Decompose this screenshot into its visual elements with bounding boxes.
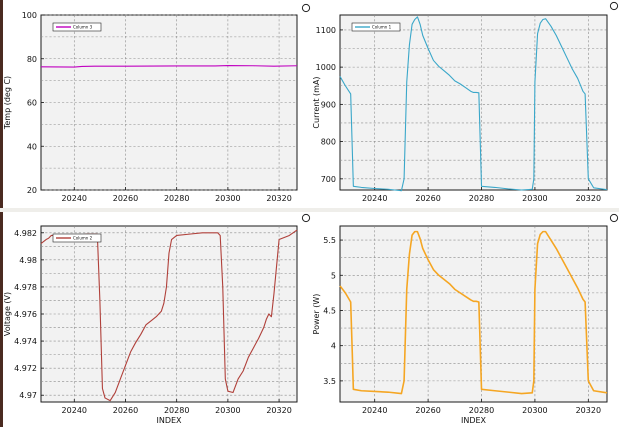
current-y-tick-label: 900: [321, 100, 336, 109]
panel-divider: [0, 208, 619, 212]
temp-x-tick-label: 20320: [266, 194, 291, 203]
temp-y-tick-label: 80: [27, 55, 37, 64]
voltage-y-tick-label: 4.974: [14, 337, 37, 346]
temp-chart: 20 40 60 80 100 20240 20260 20280 20300 20320 Temp…: [3, 3, 311, 203]
current-y-axis-title: Current (mA): [312, 76, 321, 128]
voltage-y-tick-label: 4.972: [14, 364, 37, 373]
power-y-tick-label: 5.5: [323, 236, 336, 245]
temp-y-tick-label: 20: [27, 186, 37, 195]
current-x-tick-label: 20240: [362, 194, 387, 203]
power-chart: 3.5 4 4.5 5 5.5 20240 20260 20280 20300 20320 Powe…: [312, 213, 619, 425]
window-left-edge: [0, 0, 3, 427]
current-select-radio[interactable]: [609, 1, 619, 11]
current-y-tick-label: 800: [321, 138, 336, 147]
voltage-y-tick-label: 4.98: [19, 256, 37, 265]
voltage-y-tick-label: 4.976: [14, 310, 37, 319]
power-x-tick-label: 20240: [362, 406, 387, 415]
current-y-tick-label: 1100: [316, 26, 336, 35]
power-x-axis-title: INDEX: [461, 416, 487, 425]
current-y-tick-label: 700: [321, 175, 336, 184]
power-y-tick-label: 4.5: [323, 306, 336, 315]
voltage-chart: 4.97 4.972 4.974 4.976 4.978 4.98 4.982 20240 20…: [3, 213, 311, 425]
current-x-tick-label: 20280: [469, 194, 494, 203]
current-legend-label: Column 1: [372, 24, 392, 29]
voltage-x-tick-label: 20240: [62, 406, 87, 415]
current-chart: 700 800 900 1000 1100 20240 20260 20280 20300 203…: [312, 1, 619, 203]
voltage-x-tick-label: 20300: [215, 406, 240, 415]
current-series-line: [339, 16, 608, 192]
current-x-tick-label: 20260: [415, 194, 440, 203]
current-plot-area: [339, 14, 608, 191]
voltage-y-tick-label: 4.978: [14, 283, 37, 292]
current-legend-box: [351, 22, 401, 32]
voltage-y-tick-label: 4.982: [14, 229, 37, 238]
temp-x-tick-label: 20240: [62, 194, 87, 203]
temp-legend-label: Column 3: [73, 24, 93, 29]
power-x-tick-label: 20320: [576, 406, 601, 415]
voltage-legend-box: [52, 233, 102, 243]
power-y-tick-label: 4: [331, 342, 336, 351]
temp-x-tick-label: 20300: [215, 194, 240, 203]
voltage-select-radio[interactable]: [301, 213, 311, 223]
voltage-x-tick-label: 20260: [113, 406, 138, 415]
temp-series-line: [40, 64, 298, 68]
power-series-line: [339, 230, 608, 395]
power-select-radio[interactable]: [609, 213, 619, 223]
voltage-series-line: [40, 229, 298, 402]
power-x-tick-label: 20300: [522, 406, 547, 415]
temp-x-tick-label: 20280: [164, 194, 189, 203]
temp-y-tick-label: 100: [22, 11, 37, 20]
power-y-tick-label: 3.5: [323, 377, 336, 386]
power-x-tick-label: 20280: [469, 406, 494, 415]
voltage-y-axis-title: Voltage (V): [3, 292, 12, 336]
current-y-tick-label: 1000: [316, 63, 336, 72]
voltage-x-tick-label: 20320: [266, 406, 291, 415]
power-plot-area: [339, 225, 608, 403]
temp-y-axis-title: Temp (deg C): [3, 76, 12, 130]
voltage-x-tick-label: 20280: [164, 406, 189, 415]
current-x-tick-label: 20300: [522, 194, 547, 203]
power-y-axis-title: Power (W): [312, 294, 321, 335]
voltage-legend-label: Column 2: [73, 235, 93, 240]
temp-x-tick-label: 20260: [113, 194, 138, 203]
temp-y-tick-label: 60: [27, 99, 37, 108]
temp-legend-box: [52, 22, 102, 32]
power-y-tick-label: 5: [331, 271, 336, 280]
temp-y-tick-label: 40: [27, 142, 37, 151]
current-x-tick-label: 20320: [576, 194, 601, 203]
temp-select-radio[interactable]: [301, 3, 311, 13]
power-x-tick-label: 20260: [415, 406, 440, 415]
voltage-x-axis-title: INDEX: [156, 416, 182, 425]
voltage-y-tick-label: 4.97: [19, 391, 37, 400]
